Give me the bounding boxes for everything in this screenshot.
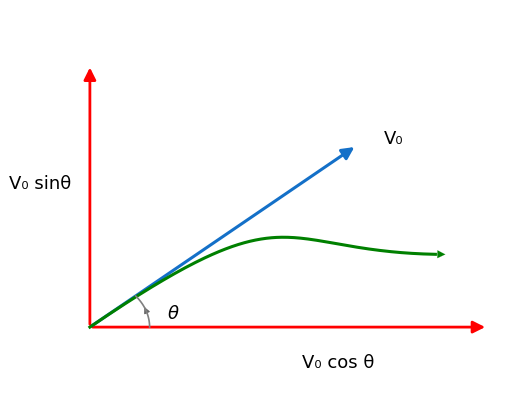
Text: V₀ sinθ: V₀ sinθ — [9, 175, 71, 193]
Text: V₀ cos θ: V₀ cos θ — [302, 354, 375, 372]
Text: θ: θ — [168, 305, 179, 323]
Text: V₀: V₀ — [384, 131, 404, 148]
